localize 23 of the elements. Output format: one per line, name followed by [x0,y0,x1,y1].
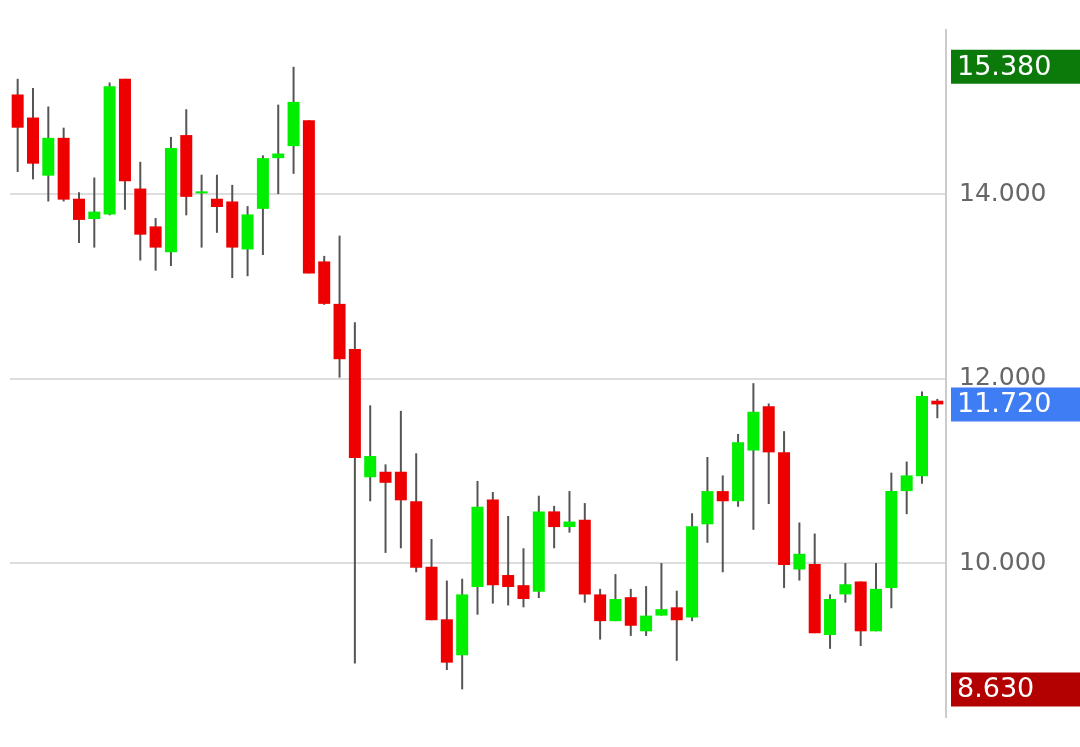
candlestick [716,474,729,574]
candlestick [149,217,162,272]
candlestick [900,460,913,516]
candlestick [88,176,101,249]
candlestick [548,504,561,550]
text: 8.630 [957,672,1035,704]
candlestick [379,463,392,554]
candlestick [793,521,806,582]
y-tick-label: 10.000 [959,546,1047,576]
candlestick [195,173,208,249]
candlestick [839,562,852,604]
candlestick [609,573,622,623]
y-tick-label: 14.000 [959,177,1047,207]
candlestick [364,404,377,503]
candlestick [517,547,530,609]
candlestick [210,173,223,234]
candlestick [502,515,515,607]
candlestick [640,585,653,637]
candlestick [655,562,668,617]
candlestick [72,191,85,244]
text: 15.380 [957,49,1052,81]
candlestick [563,490,576,534]
candlestick [670,589,683,662]
